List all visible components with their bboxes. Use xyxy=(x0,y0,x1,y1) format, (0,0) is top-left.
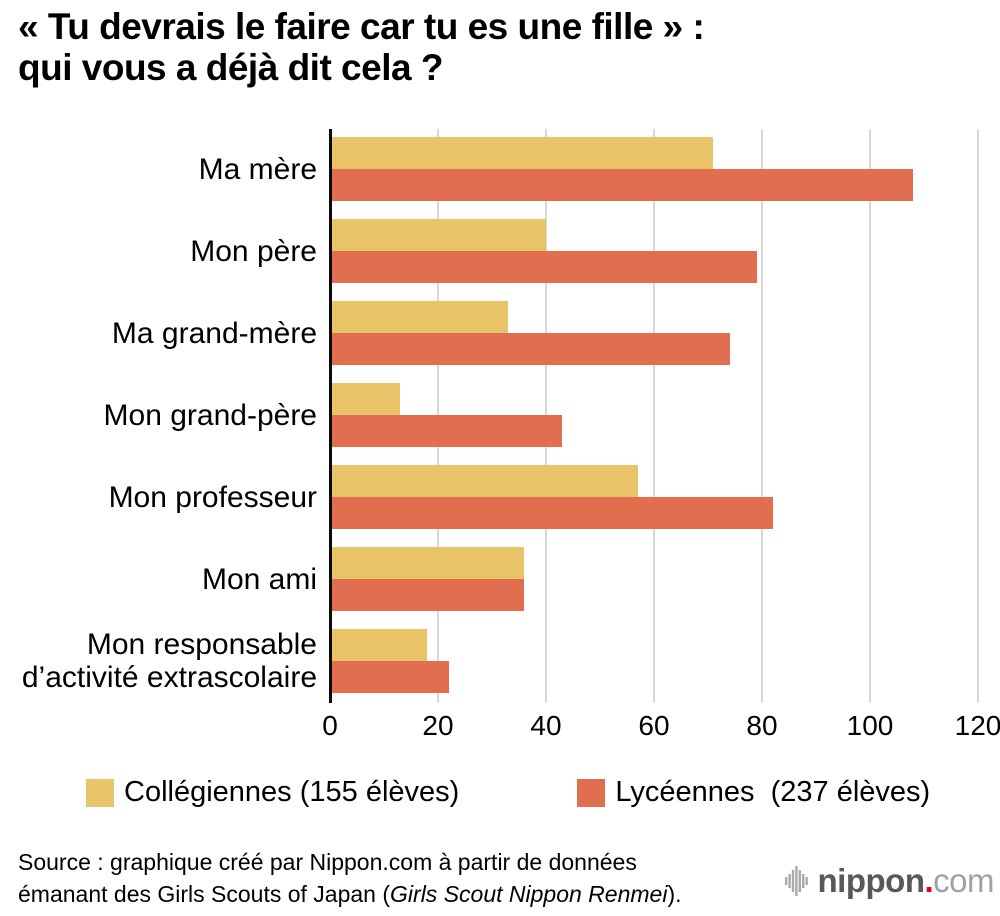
category-label-4: Mon grand-père xyxy=(103,398,317,432)
chart-row-7: Mon responsable d’activité extrascolaire xyxy=(0,628,1000,694)
bar-collegiennes-3 xyxy=(330,301,508,333)
x-tick-label-20: 20 xyxy=(422,710,454,741)
legend-swatch-lyceennes-icon xyxy=(577,778,606,807)
chart-rows: Ma mère Mon père Ma grand-mère Mon grand-pè… xyxy=(0,137,1000,711)
bar-group-4 xyxy=(330,383,562,447)
legend: Collégiennes (155 élèves) Lycéennes (237… xyxy=(86,776,930,809)
legend-label-collegiennes: Collégiennes (155 élèves) xyxy=(124,776,460,808)
chart-row-5: Mon professeur xyxy=(0,465,1000,529)
bar-lyceennes-6 xyxy=(330,579,524,611)
bar-group-6 xyxy=(330,547,524,611)
category-label-5: Mon professeur xyxy=(108,480,317,514)
chart-row-2: Mon père xyxy=(0,219,1000,283)
chart-title-line1: « Tu devrais le faire car tu es une fill… xyxy=(18,6,705,47)
bar-lyceennes-2 xyxy=(330,251,757,283)
x-axis: 0 20 40 60 80 100 120 xyxy=(322,710,1000,752)
x-tick-label-0: 0 xyxy=(322,710,338,741)
x-tick-label-60: 60 xyxy=(638,710,670,741)
chart-row-6: Mon ami xyxy=(0,547,1000,611)
bar-collegiennes-4 xyxy=(330,383,400,415)
y-axis-line xyxy=(329,129,332,703)
bar-group-1 xyxy=(330,137,913,201)
logo-nippon-word: nippon xyxy=(817,862,925,899)
bar-group-7 xyxy=(330,629,449,693)
category-label-6: Mon ami xyxy=(201,562,317,596)
bar-chart: Ma mère Mon père Ma grand-mère Mon grand-pè… xyxy=(0,129,1000,759)
bar-lyceennes-4 xyxy=(330,415,562,447)
bar-collegiennes-5 xyxy=(330,465,638,497)
chart-row-4: Mon grand-père xyxy=(0,383,1000,447)
bar-group-3 xyxy=(330,301,730,365)
legend-label-lyceennes: Lycéennes (237 élèves) xyxy=(615,776,931,808)
nippon-logo: nippon.com xyxy=(784,862,995,900)
bar-lyceennes-5 xyxy=(330,497,773,529)
chart-title-line2: qui vous a déjà dit cela ? xyxy=(18,47,443,88)
logo-tld: com xyxy=(933,862,994,899)
chart-row-1: Ma mère xyxy=(0,137,1000,201)
x-tick-label-120: 120 xyxy=(954,710,1000,741)
gridline-x-60 xyxy=(653,129,655,703)
bar-group-5 xyxy=(330,465,773,529)
chart-title: « Tu devrais le faire car tu es une fill… xyxy=(18,6,705,88)
legend-item-collegiennes: Collégiennes (155 élèves) xyxy=(86,776,459,809)
x-tick-label-40: 40 xyxy=(530,710,562,741)
logo-dot: . xyxy=(924,862,934,899)
equalizer-bars-icon xyxy=(784,866,808,896)
category-label-7: Mon responsable d’activité extrascolaire xyxy=(21,628,317,694)
category-label-2: Mon père xyxy=(190,234,317,268)
x-tick-label-80: 80 xyxy=(746,710,778,741)
source-line1: Source : graphique créé par Nippon.com à… xyxy=(18,849,637,875)
bar-lyceennes-1 xyxy=(330,169,913,201)
category-label-3: Ma grand-mère xyxy=(111,316,317,350)
chart-row-3: Ma grand-mère xyxy=(0,301,1000,365)
source-text: Source : graphique créé par Nippon.com à… xyxy=(18,846,718,910)
bar-group-2 xyxy=(330,219,757,283)
bar-collegiennes-2 xyxy=(330,219,546,251)
bar-collegiennes-7 xyxy=(330,629,427,661)
x-tick-label-100: 100 xyxy=(846,710,894,741)
bar-lyceennes-3 xyxy=(330,333,730,365)
legend-item-lyceennes: Lycéennes (237 élèves) xyxy=(577,776,930,809)
source-line2-post: ). xyxy=(667,881,682,907)
bar-collegiennes-6 xyxy=(330,547,524,579)
gridline-x-120 xyxy=(977,129,979,703)
source-line2-pre: émanant des Girls Scouts of Japan ( xyxy=(18,881,391,907)
legend-swatch-collegiennes-icon xyxy=(86,778,114,807)
bar-lyceennes-7 xyxy=(330,661,449,693)
bar-collegiennes-1 xyxy=(330,137,713,169)
nippon-logo-text: nippon.com xyxy=(817,862,995,900)
gridline-x-100 xyxy=(869,129,871,703)
source-line2-italic: Girls Scout Nippon Renmei xyxy=(390,881,668,907)
category-label-1: Ma mère xyxy=(198,152,317,186)
gridline-x-80 xyxy=(761,129,763,703)
